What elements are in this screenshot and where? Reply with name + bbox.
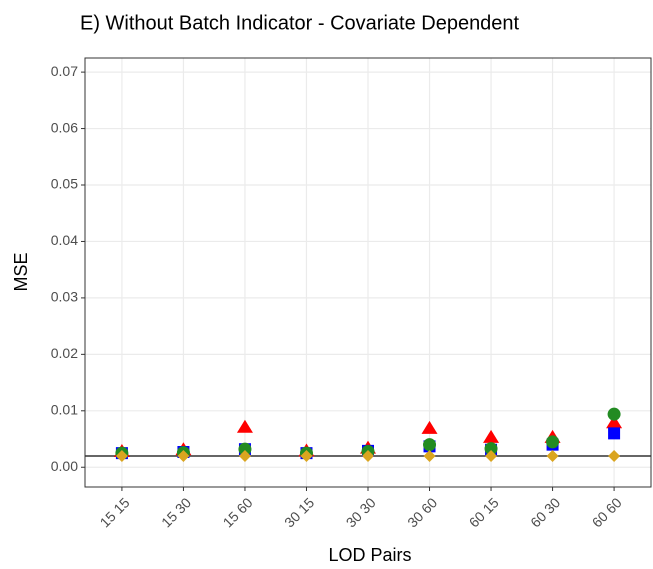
x-tick-label: 60 60 [589, 494, 625, 530]
point [606, 415, 623, 429]
chart-title: E) Without Batch Indicator - Covariate D… [80, 12, 520, 34]
x-tick-label: 30 30 [343, 494, 379, 530]
x-axis-title: LOD Pairs [328, 545, 411, 565]
point [607, 407, 621, 421]
point [115, 449, 128, 462]
point [546, 449, 559, 462]
x-tick-label: 60 30 [527, 494, 563, 530]
y-tick-label: 0.01 [51, 401, 78, 417]
point [423, 438, 437, 452]
panel-border [84, 57, 652, 488]
x-tick-label: 30 15 [281, 494, 317, 530]
y-tick-label: 0.00 [51, 458, 78, 474]
y-tick-label: 0.07 [51, 63, 78, 79]
y-tick-label: 0.03 [51, 289, 78, 305]
x-tick-label: 15 30 [158, 494, 194, 530]
point [236, 419, 253, 433]
point [421, 420, 438, 434]
point [423, 449, 436, 462]
point [483, 429, 500, 443]
point [362, 449, 374, 462]
y-tick-label: 0.04 [51, 232, 78, 248]
point [484, 442, 498, 456]
point [485, 449, 498, 462]
point [300, 449, 313, 462]
x-tick-label: 30 60 [404, 494, 440, 530]
point [177, 449, 190, 462]
point [238, 442, 252, 456]
y-tick-label: 0.05 [51, 176, 78, 192]
point [608, 449, 621, 462]
x-tick-label: 15 15 [97, 494, 133, 530]
point [238, 449, 251, 462]
point [546, 435, 560, 449]
point [608, 427, 621, 440]
x-tick-label: 60 15 [466, 494, 502, 530]
y-tick-label: 0.02 [51, 345, 78, 361]
y-tick-label: 0.06 [51, 119, 78, 135]
y-axis-title: MSE [11, 252, 31, 291]
x-tick-label: 15 60 [220, 494, 256, 530]
